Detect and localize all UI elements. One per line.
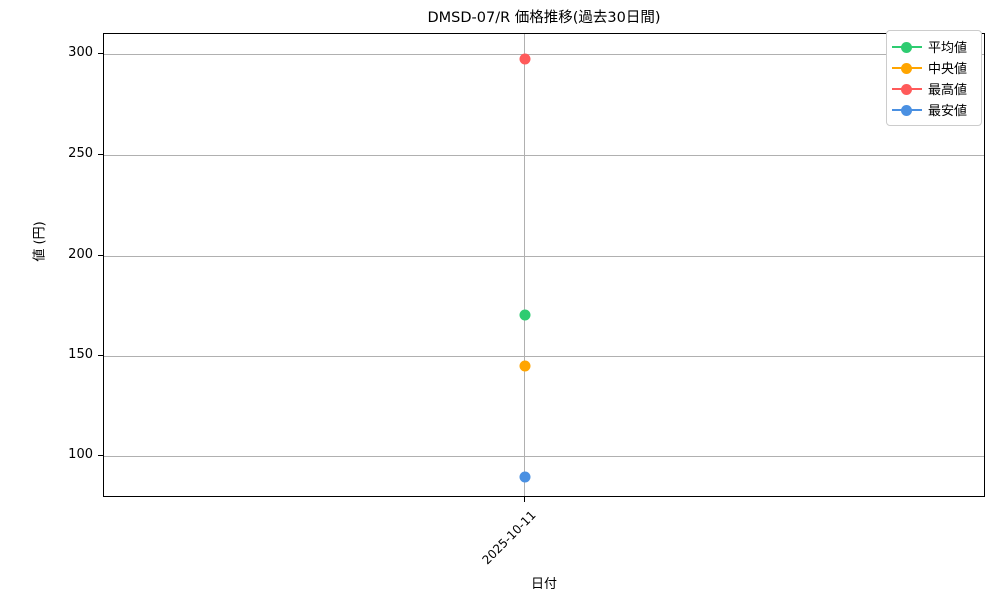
datapoint-mean[interactable]	[519, 309, 530, 321]
ytick-label-100: 100	[68, 447, 93, 462]
ytick-mark-200	[98, 255, 103, 256]
x-axis-label: 日付	[530, 577, 557, 592]
ytick-mark-150	[98, 355, 103, 356]
ytick-label-150: 150	[68, 347, 93, 362]
y-axis-label: 値 (円)	[32, 221, 48, 262]
legend-item-mean[interactable]: 平均値	[892, 36, 975, 57]
legend-item-median[interactable]: 中央値	[892, 57, 975, 78]
gridline-300	[104, 54, 984, 55]
gridline-250	[104, 155, 984, 156]
ytick-mark-300	[98, 53, 103, 54]
ytick-label-200: 200	[68, 247, 93, 262]
datapoint-min[interactable]	[519, 471, 530, 483]
legend-item-min[interactable]: 最安値	[892, 99, 975, 120]
ytick-label-300: 300	[68, 45, 93, 60]
ytick-mark-250	[98, 154, 103, 155]
gridline-x-2025-10-11	[524, 34, 525, 496]
legend-marker-icon-min	[892, 104, 922, 116]
legend-marker-icon-max	[892, 83, 922, 95]
gridline-150	[104, 356, 984, 357]
ytick-label-250: 250	[68, 146, 93, 161]
xtick-label-0: 2025-10-11	[479, 508, 539, 568]
xtick-mark-0	[523, 497, 525, 502]
legend-label-max: 最高値	[928, 83, 968, 98]
chart-legend: 平均値 中央値 最高値 最安値	[886, 30, 982, 126]
gridline-200	[104, 256, 984, 257]
chart-title: DMSD-07/R 価格推移(過去30日間)	[427, 10, 661, 26]
legend-label-mean: 平均値	[928, 41, 968, 56]
datapoint-max[interactable]	[519, 53, 530, 65]
datapoint-median[interactable]	[519, 360, 530, 372]
gridline-100	[104, 456, 984, 457]
legend-marker-icon-mean	[892, 41, 922, 53]
ytick-mark-100	[98, 455, 103, 456]
plot-area	[103, 33, 985, 497]
legend-label-median: 中央値	[928, 62, 968, 77]
legend-item-max[interactable]: 最高値	[892, 78, 975, 99]
legend-marker-icon-median	[892, 62, 922, 74]
legend-label-min: 最安値	[928, 104, 968, 119]
